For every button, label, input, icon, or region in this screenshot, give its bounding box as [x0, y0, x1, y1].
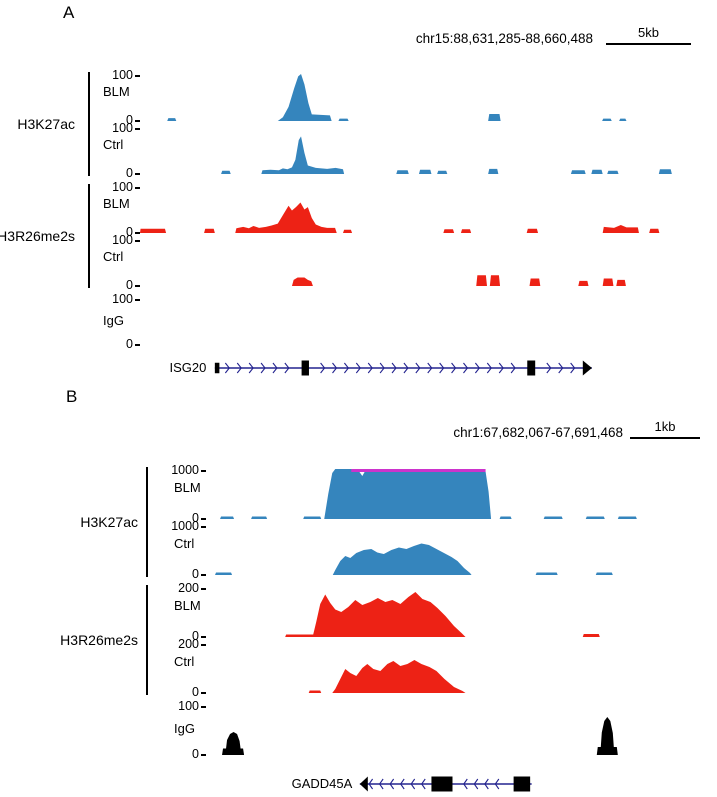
ymax-label: 100 — [112, 68, 140, 82]
yzero-label: 0 — [126, 166, 140, 180]
group-h3r26me2s-a: H3R26me2s 100 BLM 0 100 Ctrl 0 — [0, 180, 707, 292]
panel-b-scale-bar-label: 1kb — [654, 419, 676, 434]
yzero-label: 0 — [126, 278, 140, 292]
group-label-h3r26me2s-a: H3R26me2s — [0, 228, 75, 244]
signal-track-h3r26me2s-ctrl-a — [140, 239, 707, 286]
sample-label: IgG — [103, 313, 124, 329]
track-row: 100 IgG 0 — [90, 292, 707, 351]
gene-model-gadd45a: GADD45A — [206, 771, 707, 797]
sample-label: BLM — [103, 84, 130, 100]
yzero-label: 0 — [192, 747, 206, 761]
yzero-label: 0 — [126, 113, 140, 127]
track-row: 100 Ctrl 0 — [90, 121, 707, 180]
signal-track-igg-a — [140, 298, 707, 345]
track-row: 1000 BLM 0 — [148, 463, 707, 525]
track-row: 1000 Ctrl 0 — [148, 519, 707, 581]
sample-label: IgG — [174, 721, 195, 736]
group-bracket-icon — [88, 184, 90, 288]
track-row: 200 BLM 0 — [148, 581, 707, 643]
panel-b: B chr1:67,682,067-67,691,468 1kb H3K27ac… — [0, 381, 717, 797]
signal-track-h3k27ac-ctrl-a — [140, 127, 707, 174]
signal-track-h3k27ac-blm-b — [206, 469, 707, 519]
sample-label: BLM — [174, 480, 201, 495]
panel-b-region-coordinates: chr1:67,682,067-67,691,468 — [453, 425, 623, 440]
ymax-label: 200 — [178, 637, 206, 651]
ymax-label: 100 — [112, 292, 140, 306]
signal-track-h3k27ac-blm-a — [140, 74, 707, 121]
panel-b-letter: B — [66, 387, 78, 406]
sample-label: Ctrl — [174, 654, 195, 669]
signal-track-igg-b — [206, 705, 707, 755]
group-h3r26me2s-b: H3R26me2s 200 BLM 0 200 Ctrl 0 — [0, 581, 707, 699]
yzero-label: 0 — [192, 511, 206, 525]
track-row: 100 BLM 0 — [90, 180, 707, 239]
gene-model-isg20: ISG20 — [140, 355, 707, 381]
panel-a-letter: A — [63, 3, 75, 22]
ymax-label: 100 — [112, 233, 140, 247]
panel-b-header: B chr1:67,682,067-67,691,468 1kb — [0, 381, 707, 463]
group-label-h3k27ac-a: H3K27ac — [17, 116, 75, 132]
yzero-label: 0 — [192, 629, 206, 643]
panel-a-header: A chr15:88,631,285-88,660,488 5kb — [0, 0, 707, 68]
yzero-label: 0 — [126, 337, 140, 351]
ymax-label: 1000 — [171, 463, 206, 477]
ymax-label: 100 — [178, 699, 206, 713]
group-label-h3k27ac-b: H3K27ac — [80, 514, 138, 530]
sample-label: Ctrl — [103, 137, 124, 153]
panel-a-scale-bar-label: 5kb — [638, 25, 659, 40]
group-igg-a: 100 IgG 0 — [0, 292, 707, 351]
group-bracket-icon — [146, 585, 148, 695]
ymax-label: 100 — [112, 180, 140, 194]
panel-a: A chr15:88,631,285-88,660,488 5kb H3K27a… — [0, 0, 717, 381]
panel-a-region-coordinates: chr15:88,631,285-88,660,488 — [415, 31, 593, 46]
gene-row-a: ISG20 — [0, 355, 707, 381]
group-label-h3r26me2s-b: H3R26me2s — [60, 632, 138, 648]
signal-track-h3r26me2s-blm-b — [206, 587, 707, 637]
panel-a-scale-bar: 5kb — [606, 25, 691, 45]
group-bracket-icon — [146, 467, 148, 577]
sample-label: Ctrl — [103, 249, 124, 265]
group-bracket-icon — [88, 72, 90, 176]
group-igg-b: 100 IgG 0 — [0, 699, 707, 761]
sample-label: BLM — [103, 196, 130, 212]
ymax-label: 1000 — [171, 519, 206, 533]
signal-track-h3r26me2s-ctrl-b — [206, 643, 707, 693]
sample-label: Ctrl — [174, 536, 195, 551]
yzero-label: 0 — [192, 685, 206, 699]
group-h3k27ac-a: H3K27ac 100 BLM 0 100 Ctrl 0 — [0, 68, 707, 180]
ymax-label: 200 — [178, 581, 206, 595]
gene-row-b: GADD45A — [0, 771, 707, 797]
ymax-label: 100 — [112, 121, 140, 135]
yzero-label: 0 — [126, 225, 140, 239]
signal-track-h3r26me2s-blm-a — [140, 186, 707, 233]
yzero-label: 0 — [192, 567, 206, 581]
gene-label-isg20: ISG20 — [169, 360, 207, 375]
track-row: 100 Ctrl 0 — [90, 233, 707, 292]
signal-track-h3k27ac-ctrl-b — [206, 525, 707, 575]
track-row: 200 Ctrl 0 — [148, 637, 707, 699]
track-row: 100 BLM 0 — [90, 68, 707, 127]
sample-label: BLM — [174, 598, 201, 613]
track-row: 100 IgG 0 — [148, 699, 707, 761]
panel-b-scale-bar: 1kb — [630, 419, 700, 439]
group-h3k27ac-b: H3K27ac 1000 BLM 0 1000 Ctrl 0 — [0, 463, 707, 581]
